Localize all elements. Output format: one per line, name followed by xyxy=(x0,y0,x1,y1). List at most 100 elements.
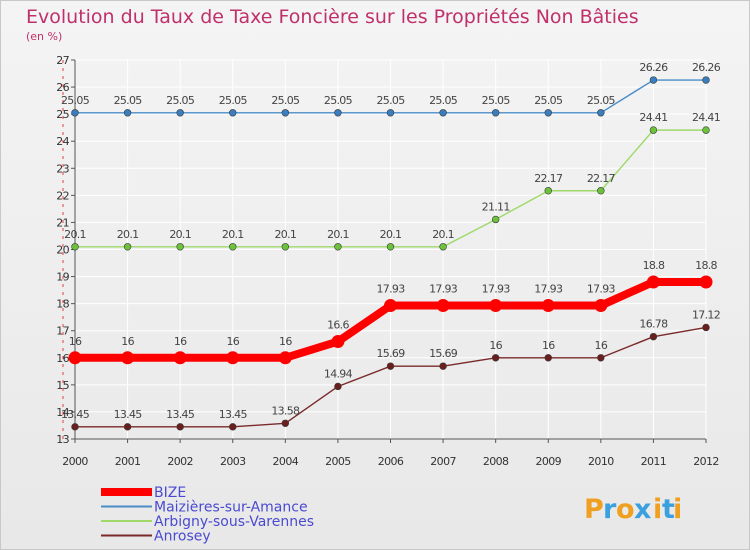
legend-label-2: Arbigny-sous-Varennes xyxy=(154,514,314,530)
y-tick-label-17: 17 xyxy=(56,325,69,338)
data-label-bize-2011: 18.8 xyxy=(643,259,665,272)
point-arbigny-sous-varennes-2009 xyxy=(544,187,552,195)
logo-letter-2: o xyxy=(616,494,635,525)
series-maizi-res-sur-amance xyxy=(71,76,710,117)
data-label-maizi-res-sur-amance-2010: 25.05 xyxy=(587,94,616,107)
x-tick-label-2011: 2011 xyxy=(641,455,667,468)
data-label-arbigny-sous-varennes-2002: 20.1 xyxy=(169,228,191,241)
point-bize-2004 xyxy=(278,351,292,365)
point-maizi-res-sur-amance-2001 xyxy=(123,109,132,117)
data-label-anrosey-2008: 16 xyxy=(489,339,502,352)
point-bize-2012 xyxy=(699,275,713,289)
y-tick-label-25: 25 xyxy=(56,108,69,121)
point-maizi-res-sur-amance-2005 xyxy=(334,109,342,117)
data-label-bize-2004: 16 xyxy=(279,335,292,348)
data-label-anrosey-2005: 14.94 xyxy=(324,367,353,380)
logo-letter-6: i xyxy=(673,494,682,525)
series-layer xyxy=(68,76,713,431)
x-tick-label-2012: 2012 xyxy=(693,455,719,468)
point-arbigny-sous-varennes-2000 xyxy=(71,243,79,251)
data-label-arbigny-sous-varennes-2003: 20.1 xyxy=(222,228,244,241)
x-tick-label-2003: 2003 xyxy=(220,455,246,468)
y-tick-label-15: 15 xyxy=(56,379,69,392)
data-label-anrosey-2006: 15.69 xyxy=(377,347,406,360)
data-label-bize-2006: 17.93 xyxy=(377,283,406,296)
point-anrosey-2006 xyxy=(386,362,395,370)
point-bize-2003 xyxy=(226,351,240,365)
x-tick-label-2007: 2007 xyxy=(430,455,456,468)
data-label-bize-2012: 18.8 xyxy=(695,259,717,272)
point-anrosey-2007 xyxy=(439,362,447,370)
point-arbigny-sous-varennes-2006 xyxy=(386,243,395,251)
logo-letter-4: i xyxy=(653,494,662,525)
point-anrosey-2001 xyxy=(123,423,132,431)
y-tick-label-13: 13 xyxy=(56,433,69,446)
point-bize-2007 xyxy=(436,299,450,313)
data-label-arbigny-sous-varennes-2001: 20.1 xyxy=(117,228,139,241)
point-maizi-res-sur-amance-2008 xyxy=(491,109,500,117)
series-anrosey xyxy=(71,323,710,431)
point-bize-2010 xyxy=(594,299,608,313)
data-label-arbigny-sous-varennes-2004: 20.1 xyxy=(274,228,296,241)
data-label-anrosey-2001: 13.45 xyxy=(114,408,143,421)
point-arbigny-sous-varennes-2012 xyxy=(702,126,710,134)
data-label-arbigny-sous-varennes-2005: 20.1 xyxy=(327,228,349,241)
point-anrosey-2002 xyxy=(176,423,184,431)
point-anrosey-2000 xyxy=(71,423,79,431)
x-tick-label-2002: 2002 xyxy=(167,455,193,468)
point-anrosey-2004 xyxy=(281,419,290,427)
point-maizi-res-sur-amance-2002 xyxy=(176,109,184,117)
data-label-maizi-res-sur-amance-2011: 26.26 xyxy=(639,61,668,74)
point-bize-2001 xyxy=(121,351,135,365)
data-label-arbigny-sous-varennes-2008: 21.11 xyxy=(482,200,510,213)
y-tick-label-26: 26 xyxy=(56,81,69,94)
data-label-maizi-res-sur-amance-2001: 25.05 xyxy=(114,94,143,107)
point-anrosey-2005 xyxy=(334,382,342,391)
data-label-anrosey-2000: 13.45 xyxy=(61,408,90,421)
point-maizi-res-sur-amance-2000 xyxy=(71,109,79,117)
legend-label-0: BIZE xyxy=(154,485,186,501)
data-label-bize-2008: 17.93 xyxy=(482,283,511,296)
point-arbigny-sous-varennes-2005 xyxy=(334,243,342,251)
point-bize-2005 xyxy=(331,335,345,349)
data-label-maizi-res-sur-amance-2006: 25.05 xyxy=(377,94,406,107)
data-label-bize-2003: 16 xyxy=(226,335,239,348)
data-label-bize-2009: 17.93 xyxy=(534,283,563,296)
point-bize-2006 xyxy=(384,299,397,313)
logo-letter-0: P xyxy=(584,494,604,525)
data-label-bize-2007: 17.93 xyxy=(429,283,458,296)
data-label-bize-2005: 16.6 xyxy=(327,319,349,332)
x-tick-label-2004: 2004 xyxy=(273,455,299,468)
y-unit-label: (en %) xyxy=(26,30,62,43)
point-anrosey-2011 xyxy=(649,332,658,341)
data-label-maizi-res-sur-amance-2008: 25.05 xyxy=(482,94,511,107)
point-bize-2002 xyxy=(173,351,187,365)
data-label-maizi-res-sur-amance-2004: 25.05 xyxy=(271,94,300,107)
data-label-anrosey-2010: 16 xyxy=(595,339,608,352)
point-arbigny-sous-varennes-2010 xyxy=(597,187,605,195)
point-maizi-res-sur-amance-2009 xyxy=(544,109,552,117)
point-bize-2009 xyxy=(541,299,555,313)
point-arbigny-sous-varennes-2004 xyxy=(281,243,290,251)
data-label-arbigny-sous-varennes-2010: 22.17 xyxy=(587,172,616,185)
point-anrosey-2010 xyxy=(597,354,605,362)
data-label-arbigny-sous-varennes-2007: 20.1 xyxy=(432,228,454,241)
data-label-arbigny-sous-varennes-2012: 24.41 xyxy=(692,111,720,124)
point-maizi-res-sur-amance-2010 xyxy=(597,109,605,117)
point-arbigny-sous-varennes-2007 xyxy=(439,243,447,251)
data-label-maizi-res-sur-amance-2000: 25.05 xyxy=(61,94,90,107)
data-label-maizi-res-sur-amance-2009: 25.05 xyxy=(534,94,563,107)
data-label-maizi-res-sur-amance-2007: 25.05 xyxy=(429,94,458,107)
data-label-bize-2010: 17.93 xyxy=(587,283,616,296)
logo-letter-5: t xyxy=(662,494,675,525)
series-bize xyxy=(68,275,713,365)
data-label-maizi-res-sur-amance-2002: 25.05 xyxy=(166,94,195,107)
point-arbigny-sous-varennes-2008 xyxy=(491,215,500,224)
point-maizi-res-sur-amance-2012 xyxy=(702,76,710,84)
x-tick-label-2010: 2010 xyxy=(588,455,614,468)
y-tick-label-20: 20 xyxy=(56,244,69,257)
data-label-anrosey-2009: 16 xyxy=(542,339,555,352)
